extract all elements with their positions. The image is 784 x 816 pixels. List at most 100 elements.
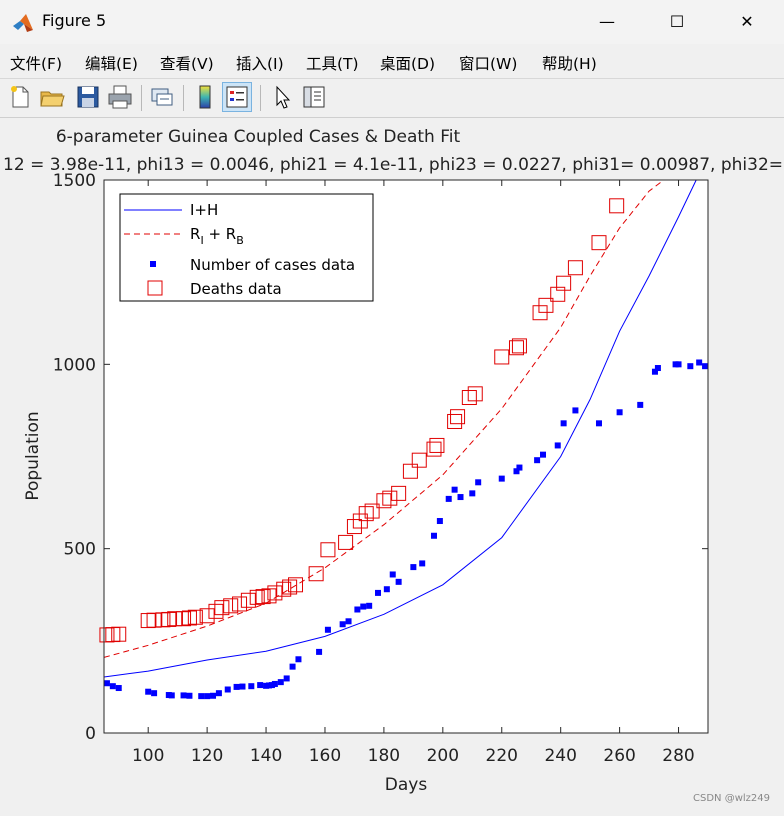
death-data-point bbox=[402, 463, 418, 479]
case-data-point bbox=[383, 586, 390, 593]
death-data-point bbox=[255, 589, 271, 605]
legend-swatch-cases bbox=[150, 261, 156, 267]
colorbar-icon[interactable] bbox=[191, 83, 219, 111]
death-data-point bbox=[426, 441, 442, 457]
case-data-point bbox=[145, 688, 152, 695]
save-icon[interactable] bbox=[74, 83, 102, 111]
legend-label-ih: I+H bbox=[190, 201, 218, 219]
case-data-point bbox=[257, 682, 264, 689]
case-data-point bbox=[115, 685, 122, 692]
case-data-point bbox=[469, 490, 476, 497]
legend-swatch-deaths bbox=[147, 280, 163, 296]
case-data-point bbox=[595, 420, 602, 427]
x-tick-label: 220 bbox=[486, 746, 518, 766]
case-data-point bbox=[360, 603, 367, 610]
maximize-icon[interactable]: ☐ bbox=[669, 12, 685, 31]
series-r-dashed-line bbox=[103, 179, 665, 658]
case-data-point bbox=[375, 589, 382, 596]
figure-canvas: 100 120 140 160 180 200 220 240 260 280 0 500 1000 15… bbox=[0, 118, 784, 812]
case-data-point bbox=[210, 692, 217, 699]
case-data-point bbox=[616, 409, 623, 416]
case-data-point bbox=[696, 359, 703, 366]
x-tick-label: 120 bbox=[191, 746, 223, 766]
case-data-point bbox=[339, 621, 346, 628]
x-tick-label: 240 bbox=[544, 746, 576, 766]
case-data-point bbox=[239, 683, 246, 690]
menu-insert[interactable]: 插入(I) bbox=[236, 55, 284, 73]
menu-edit[interactable]: 编辑(E) bbox=[85, 55, 138, 73]
case-data-point bbox=[637, 401, 644, 408]
death-data-point bbox=[550, 286, 566, 302]
case-data-point bbox=[151, 690, 158, 697]
menu-desktop[interactable]: 桌面(D) bbox=[380, 55, 436, 73]
window-title: Figure 5 bbox=[42, 11, 107, 30]
minimize-icon[interactable]: — bbox=[599, 12, 615, 31]
case-data-point bbox=[109, 683, 116, 690]
x-tick-label: 180 bbox=[368, 746, 400, 766]
death-data-point bbox=[240, 592, 256, 608]
case-data-point bbox=[354, 606, 361, 613]
menu-tools[interactable]: 工具(T) bbox=[306, 55, 359, 73]
open-icon[interactable] bbox=[38, 83, 66, 111]
case-data-point bbox=[277, 679, 284, 686]
legend-icon[interactable] bbox=[222, 82, 252, 112]
y-tick-label: 500 bbox=[64, 540, 96, 560]
case-data-point bbox=[224, 686, 231, 693]
menu-window[interactable]: 窗口(W) bbox=[459, 55, 518, 73]
case-data-point bbox=[702, 363, 709, 370]
matlab-logo-icon bbox=[13, 14, 33, 32]
case-data-point bbox=[436, 518, 443, 525]
toolbar-separator bbox=[260, 85, 261, 111]
case-data-point bbox=[180, 692, 187, 699]
death-data-point bbox=[167, 611, 183, 627]
death-data-point bbox=[176, 611, 192, 627]
death-data-point bbox=[364, 503, 380, 519]
link-icon[interactable] bbox=[148, 83, 176, 111]
death-data-point bbox=[556, 275, 572, 291]
death-data-point bbox=[461, 390, 477, 406]
case-data-point bbox=[560, 420, 567, 427]
death-data-point bbox=[494, 349, 510, 365]
close-icon[interactable]: ✕ bbox=[740, 12, 754, 31]
legend-label-deaths: Deaths data bbox=[190, 280, 282, 298]
chart-subtitle: phi12 = 3.98e-11, phi13 = 0.0046, phi21 … bbox=[2, 155, 782, 175]
death-data-point bbox=[391, 485, 407, 501]
y-tick-label: 1000 bbox=[53, 355, 96, 375]
case-data-point bbox=[395, 578, 402, 585]
case-data-point bbox=[248, 683, 255, 690]
case-data-point bbox=[516, 464, 523, 471]
death-data-point bbox=[376, 493, 392, 509]
menu-file[interactable]: 文件(F) bbox=[10, 55, 63, 73]
legend[interactable]: I+H RI + RB Number of cases data Deaths … bbox=[119, 193, 374, 302]
case-data-point bbox=[186, 692, 193, 699]
death-data-point bbox=[591, 235, 607, 251]
case-data-point bbox=[430, 532, 437, 539]
toolbar bbox=[0, 79, 784, 118]
case-data-point bbox=[324, 626, 331, 633]
x-axis-label: Days bbox=[385, 775, 428, 795]
case-data-point bbox=[345, 618, 352, 625]
death-data-point bbox=[282, 579, 298, 595]
case-data-point bbox=[204, 693, 211, 700]
death-data-point bbox=[261, 588, 277, 604]
pointer-icon[interactable] bbox=[268, 83, 296, 111]
case-data-point bbox=[410, 564, 417, 571]
menu-view[interactable]: 查看(V) bbox=[160, 55, 214, 73]
menu-help[interactable]: 帮助(H) bbox=[542, 55, 597, 73]
death-data-point bbox=[346, 519, 362, 535]
case-data-point bbox=[513, 468, 520, 475]
print-icon[interactable] bbox=[106, 83, 134, 111]
death-data-point bbox=[447, 413, 463, 429]
property-editor-icon[interactable] bbox=[300, 83, 328, 111]
case-data-point bbox=[283, 675, 290, 682]
series-ih-line bbox=[103, 179, 697, 678]
case-data-point bbox=[233, 683, 240, 690]
title-bar: Figure 5 — ☐ ✕ bbox=[0, 0, 784, 44]
new-figure-icon[interactable] bbox=[6, 83, 34, 111]
death-data-point bbox=[214, 600, 230, 616]
death-data-point bbox=[511, 338, 527, 354]
death-data-point bbox=[249, 589, 265, 605]
toolbar-separator bbox=[141, 85, 142, 111]
case-data-point bbox=[366, 602, 373, 609]
y-tick-label: 0 bbox=[85, 724, 96, 744]
